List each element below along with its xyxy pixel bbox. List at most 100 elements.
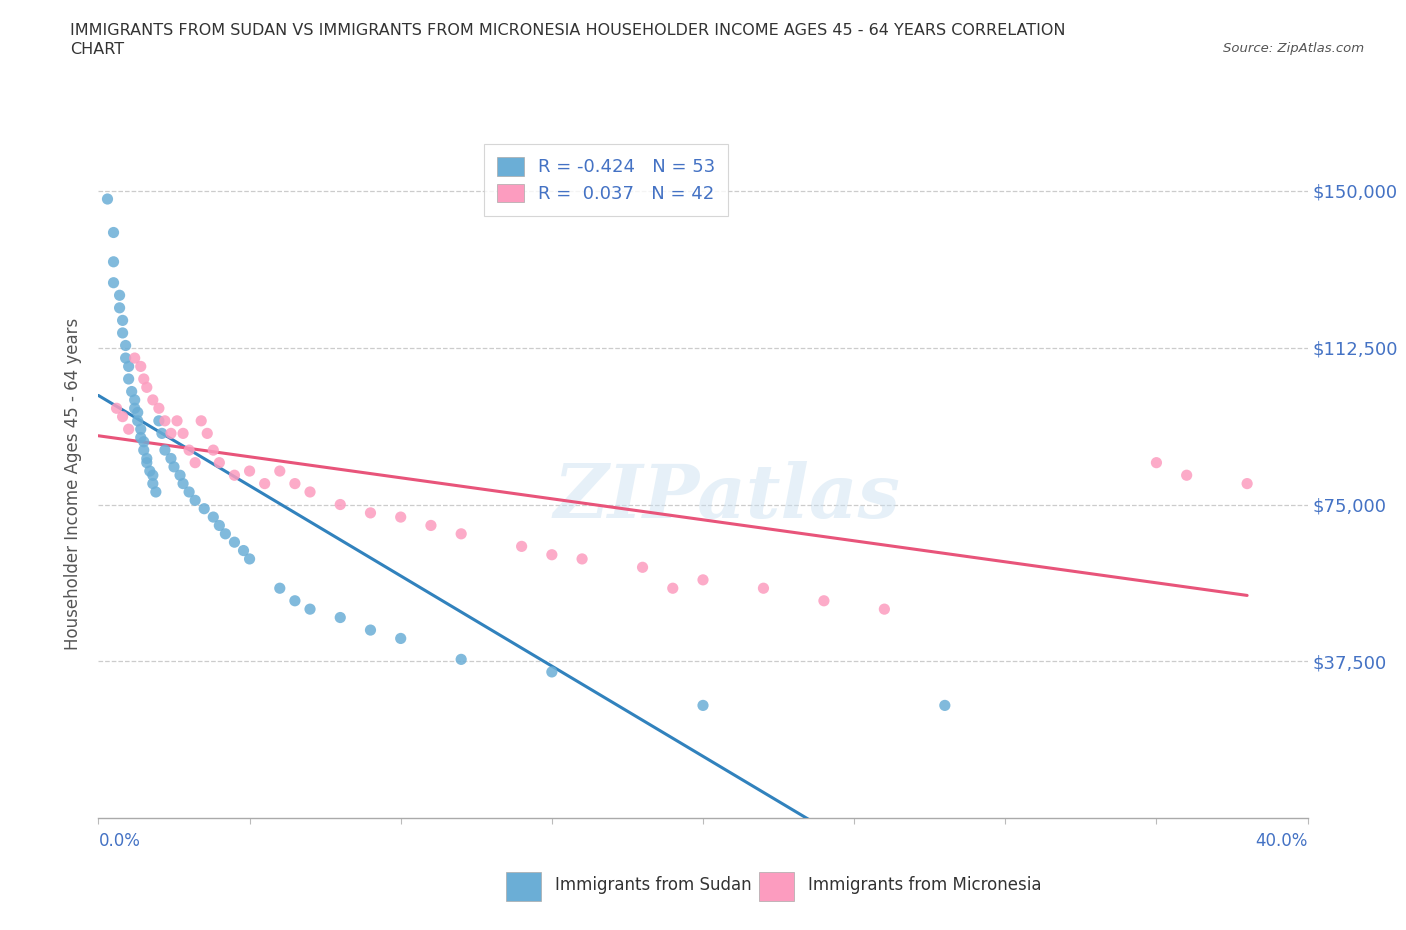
Point (873, 602, 896, 617)
Point (96, 192, 118, 206)
Point (510, 539, 533, 554)
Point (103, 275, 125, 290)
Point (118, 372, 141, 387)
Point (135, 451, 157, 466)
Point (184, 493, 207, 508)
Point (299, 485, 322, 499)
Point (129, 422, 152, 437)
Point (135, 380, 157, 395)
Point (114, 339, 136, 353)
Text: ZIPatlas: ZIPatlas (554, 460, 901, 533)
Point (169, 468, 191, 483)
Y-axis label: Householder Income Ages 45 - 64 years: Householder Income Ages 45 - 64 years (65, 317, 83, 650)
Point (299, 602, 322, 617)
Text: 0.0%: 0.0% (98, 832, 141, 850)
Point (360, 623, 382, 638)
FancyBboxPatch shape (506, 872, 541, 901)
Point (269, 580, 291, 596)
Point (121, 384, 143, 399)
Text: IMMIGRANTS FROM SUDAN VS IMMIGRANTS FROM MICRONESIA HOUSEHOLDER INCOME AGES 45 -: IMMIGRANTS FROM SUDAN VS IMMIGRANTS FROM… (70, 23, 1066, 38)
Point (813, 593, 835, 608)
Point (208, 518, 231, 533)
Point (329, 498, 352, 512)
Point (450, 526, 472, 541)
Point (166, 414, 188, 429)
Point (232, 543, 254, 558)
Point (193, 501, 215, 516)
Point (160, 451, 183, 466)
Point (124, 401, 146, 416)
Point (114, 351, 136, 365)
Point (190, 414, 212, 429)
Point (132, 434, 155, 449)
Point (208, 456, 231, 471)
Point (389, 510, 412, 525)
Point (752, 580, 775, 596)
Point (108, 300, 131, 315)
Point (127, 414, 149, 429)
Point (148, 414, 170, 429)
Legend: R = -0.424   N = 53, R =  0.037   N = 42: R = -0.424 N = 53, R = 0.037 N = 42 (484, 144, 728, 216)
Point (118, 422, 141, 437)
Point (214, 526, 236, 541)
Point (631, 560, 654, 575)
Point (139, 464, 162, 479)
Point (127, 405, 149, 420)
Point (103, 225, 125, 240)
Point (450, 652, 472, 667)
Point (132, 372, 155, 387)
Point (160, 426, 183, 441)
Point (172, 476, 194, 491)
Point (269, 464, 291, 479)
Point (540, 665, 562, 680)
Point (142, 392, 165, 407)
Point (163, 459, 186, 474)
Point (934, 698, 956, 713)
Point (253, 476, 276, 491)
Text: Immigrants from Sudan: Immigrants from Sudan (555, 876, 752, 894)
Point (153, 414, 176, 429)
Point (111, 313, 134, 328)
Point (145, 485, 167, 499)
Point (105, 401, 128, 416)
Point (129, 359, 152, 374)
Point (692, 698, 714, 713)
Point (150, 426, 173, 441)
Point (111, 409, 134, 424)
Point (124, 392, 146, 407)
Point (224, 535, 246, 550)
Point (111, 326, 134, 340)
Point (142, 476, 165, 491)
Point (184, 456, 207, 471)
Point (202, 510, 225, 525)
Point (662, 580, 685, 596)
Point (103, 255, 125, 270)
Point (1236, 476, 1258, 491)
Text: Source: ZipAtlas.com: Source: ZipAtlas.com (1223, 42, 1364, 55)
Point (692, 573, 714, 588)
Point (195, 426, 218, 441)
Point (571, 551, 593, 566)
Point (540, 547, 562, 562)
Point (284, 476, 307, 491)
Point (389, 631, 412, 646)
Point (124, 351, 146, 365)
Point (132, 443, 155, 458)
Point (202, 443, 225, 458)
Point (148, 401, 170, 416)
Point (284, 593, 307, 608)
Point (239, 551, 262, 566)
Point (420, 518, 443, 533)
Point (129, 431, 152, 445)
Point (172, 426, 194, 441)
Point (179, 485, 201, 499)
Point (135, 456, 157, 471)
Point (118, 359, 141, 374)
FancyBboxPatch shape (759, 872, 794, 901)
Point (179, 443, 201, 458)
Point (153, 443, 176, 458)
Text: 40.0%: 40.0% (1256, 832, 1308, 850)
Point (224, 468, 246, 483)
Point (142, 468, 165, 483)
Point (360, 506, 382, 521)
